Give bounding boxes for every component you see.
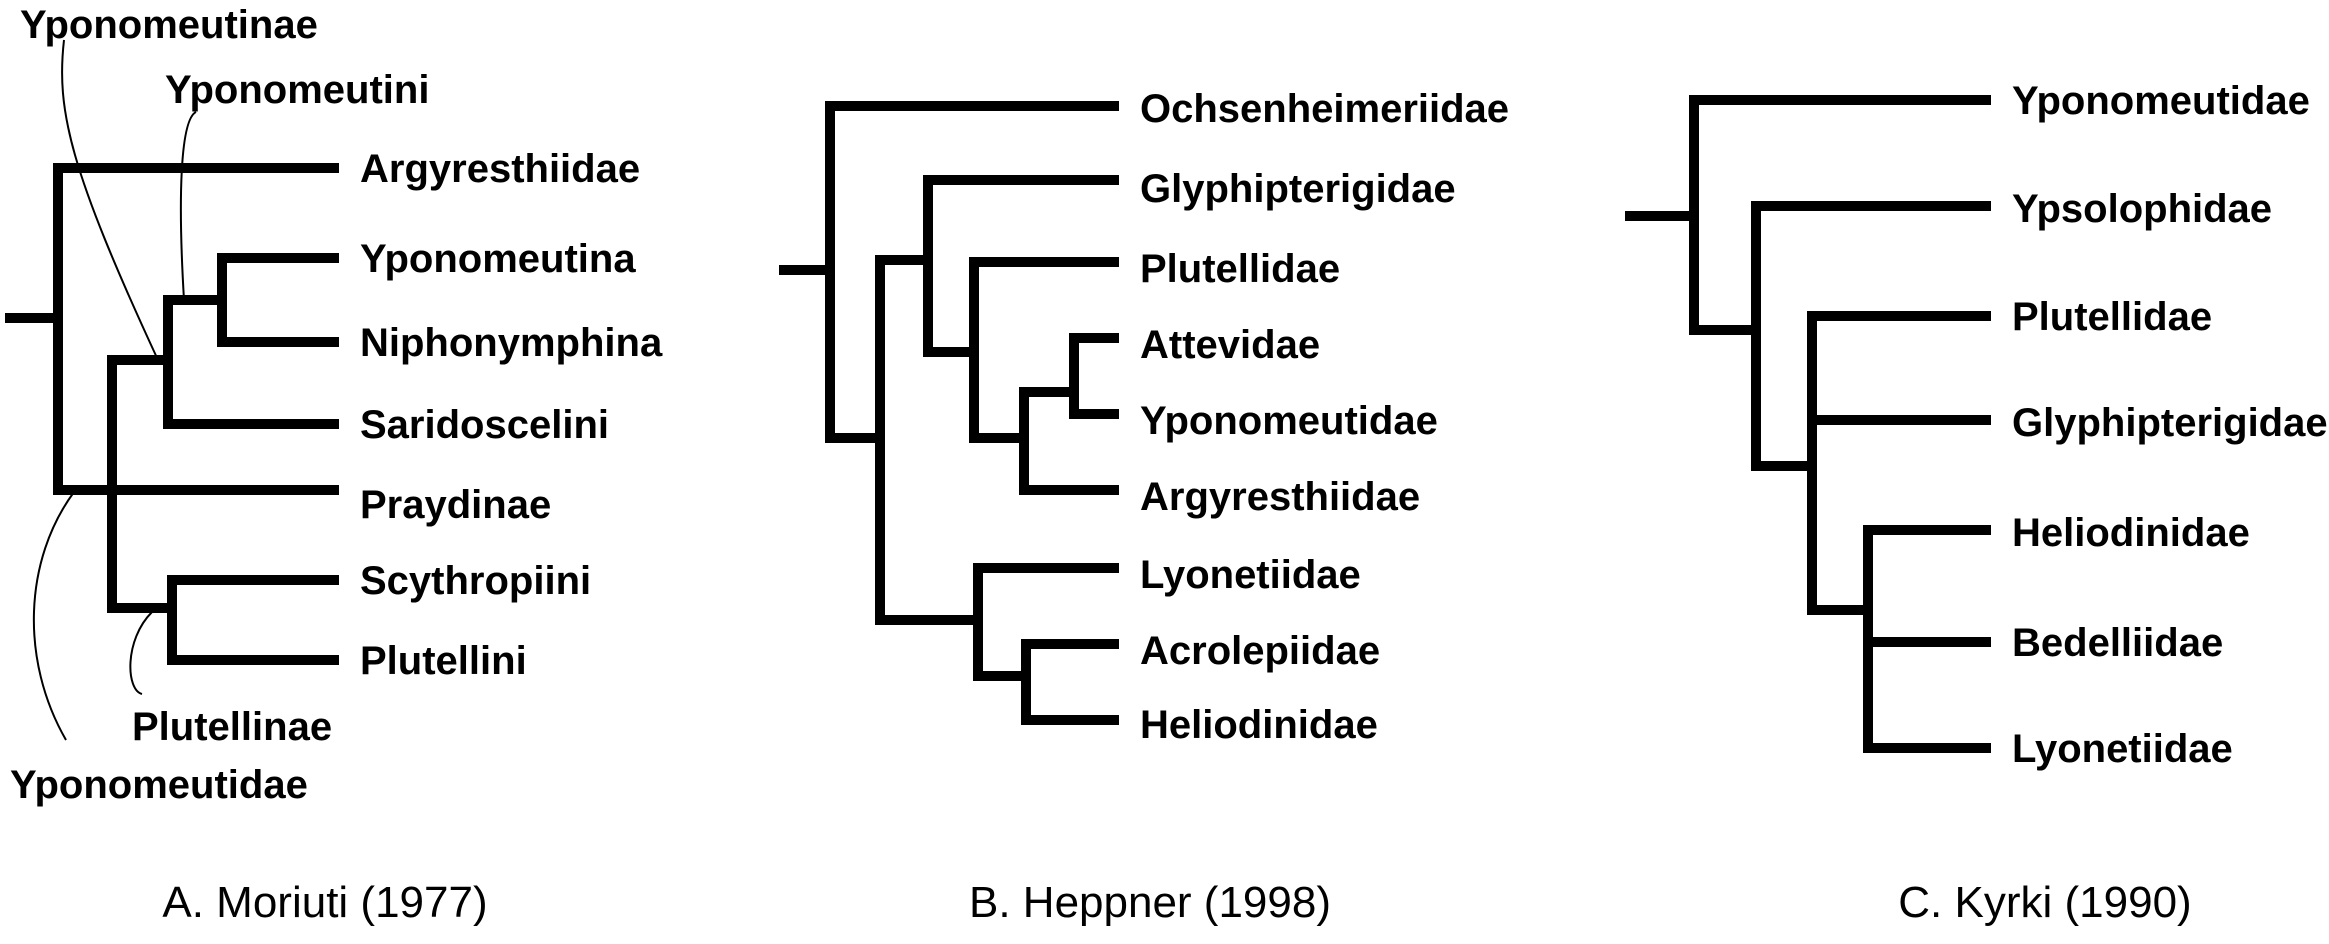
panel-b-branches <box>779 101 1119 725</box>
panel-a-taxon-saridoscelini: Saridoscelini <box>360 403 609 447</box>
panel-a-taxon-argyresthiidae: Argyresthiidae <box>360 147 640 191</box>
panel-c-taxon-ypsolophidae: Ypsolophidae <box>2012 187 2272 231</box>
panel-b-taxon-plutellidae: Plutellidae <box>1140 247 1340 291</box>
panel-c-taxon-plutellidae: Plutellidae <box>2012 295 2212 339</box>
panel-b-tree: Ochsenheimeriidae Glyphipterigidae Plute… <box>779 87 1509 927</box>
panel-a-branches <box>5 163 339 665</box>
panel-b-taxon-argyresthiidae: Argyresthiidae <box>1140 475 1420 519</box>
panel-a-clade-plutellinae: Plutellinae <box>132 705 332 749</box>
panel-a-tree: Argyresthiidae Yponomeutina Niphonymphin… <box>5 3 663 927</box>
panel-c-branches <box>1625 95 1991 753</box>
panel-b-taxon-yponomeutidae: Yponomeutidae <box>1140 399 1438 443</box>
panel-a-leader-yponomeutidae <box>32 491 75 741</box>
panel-a-leader-yponomeutini <box>179 111 197 301</box>
panel-b-taxon-ochsenheimeriidae: Ochsenheimeriidae <box>1140 87 1509 131</box>
panel-c-taxon-bedelliidae: Bedelliidae <box>2012 621 2223 665</box>
panel-c-taxon-heliodinidae: Heliodinidae <box>2012 511 2250 555</box>
panel-b-caption: B. Heppner (1998) <box>969 878 1331 927</box>
panel-a-taxon-yponomeutina: Yponomeutina <box>360 237 636 281</box>
panel-b-taxon-glyphipterigidae: Glyphipterigidae <box>1140 167 1456 211</box>
panel-b-taxon-heliodinidae: Heliodinidae <box>1140 703 1378 747</box>
panel-b-taxon-attevidae: Attevidae <box>1140 323 1320 367</box>
panel-a-clade-yponomeutini: Yponomeutini <box>165 68 429 112</box>
panel-a-clade-yponomeutinae: Yponomeutinae <box>20 3 318 47</box>
panel-c-taxon-yponomeutidae: Yponomeutidae <box>2012 79 2310 123</box>
panel-a-taxon-niphonymphina: Niphonymphina <box>360 321 663 365</box>
panel-a-taxon-plutellini: Plutellini <box>360 639 527 683</box>
panel-b-taxon-acrolepiidae: Acrolepiidae <box>1140 629 1380 673</box>
panel-a-leader-yponomeutinae <box>61 39 159 361</box>
panel-c-taxon-glyphipterigidae: Glyphipterigidae <box>2012 401 2328 445</box>
panel-a-leader-plutellinae <box>129 611 153 695</box>
panel-a-caption: A. Moriuti (1977) <box>162 878 487 927</box>
panel-a-taxon-praydinae: Praydinae <box>360 483 551 527</box>
panel-c-caption: C. Kyrki (1990) <box>1898 878 2191 927</box>
panel-c-taxon-lyonetiidae: Lyonetiidae <box>2012 727 2233 771</box>
panel-a-clade-yponomeutidae: Yponomeutidae <box>10 763 308 807</box>
panel-c-tree: Yponomeutidae Ypsolophidae Plutellidae G… <box>1625 79 2328 927</box>
panel-a-taxon-scythropiini: Scythropiini <box>360 559 591 603</box>
panel-b-taxon-lyonetiidae: Lyonetiidae <box>1140 553 1361 597</box>
